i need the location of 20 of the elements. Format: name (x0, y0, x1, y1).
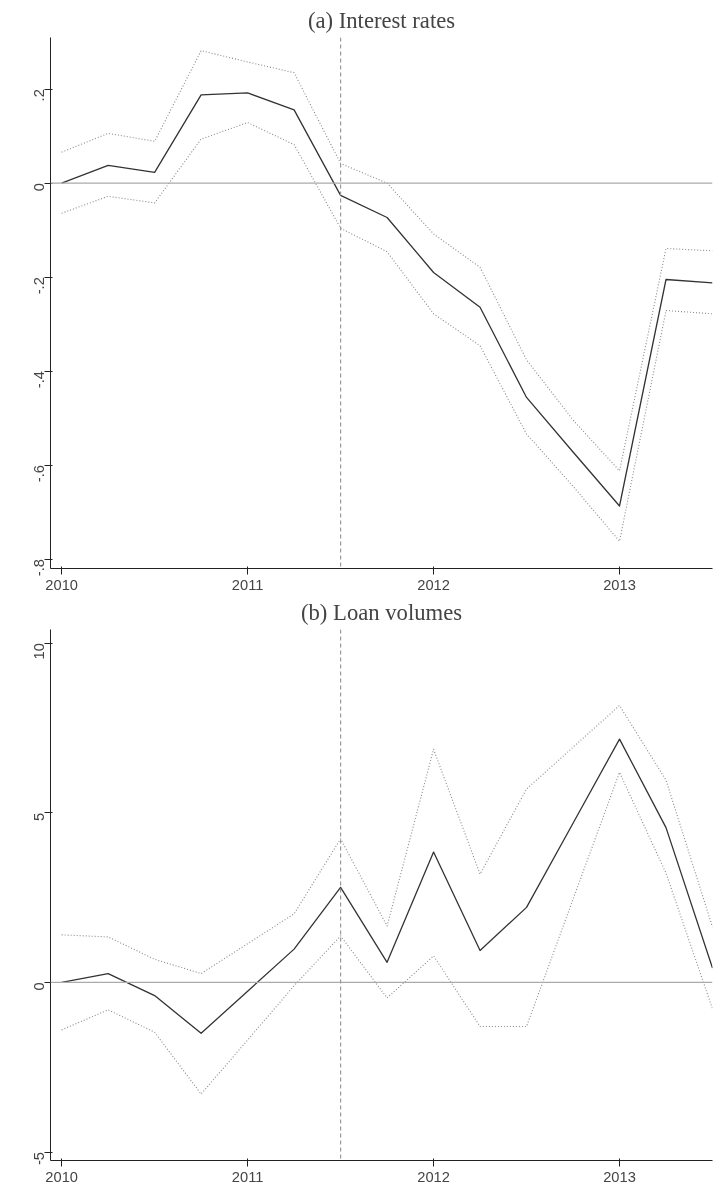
y-tick-label: -5 (31, 1152, 48, 1166)
x-tick-label: 2012 (417, 1168, 450, 1184)
y-tick-label: -.4 (31, 371, 48, 389)
y-tick-label: -.2 (31, 277, 48, 295)
x-tick-label: 2013 (603, 576, 636, 593)
y-tick-label: -.6 (31, 465, 48, 483)
chart-title: (a) Interest rates (307, 7, 456, 33)
x-tick-label: 2010 (45, 576, 78, 593)
y-tick-label: 10 (31, 643, 48, 660)
x-tick-label: 2010 (45, 1168, 78, 1184)
x-tick-label: 2011 (231, 1168, 264, 1184)
y-tick-label: 0 (31, 982, 48, 991)
chart-title: (b) Loan volumes (300, 599, 463, 625)
x-tick-label: 2012 (417, 576, 450, 593)
y-tick-label: 5 (31, 812, 48, 821)
x-tick-label: 2011 (231, 576, 264, 593)
y-tick-label: 0 (31, 183, 48, 192)
y-tick-label: -.8 (31, 559, 48, 577)
x-tick-label: 2013 (603, 1168, 636, 1184)
y-tick-label: .2 (31, 89, 48, 102)
